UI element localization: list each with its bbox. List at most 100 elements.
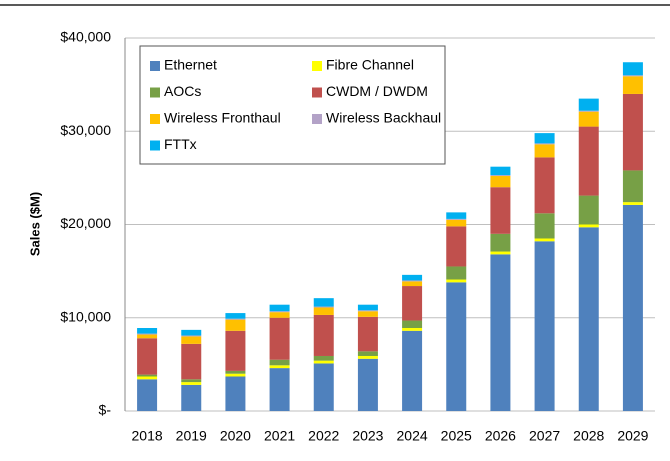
legend-label: FTTx — [164, 136, 197, 152]
bar-segment — [578, 195, 599, 225]
bar-segment — [402, 286, 423, 321]
bar-segment — [357, 355, 378, 359]
bar-segment — [313, 360, 334, 364]
bar-segment — [622, 75, 643, 77]
bar-segment — [137, 328, 158, 334]
bar-segment — [181, 329, 202, 336]
bar-segment — [578, 111, 599, 127]
bar-segment — [137, 334, 158, 339]
bar-segment — [225, 330, 246, 371]
bar-segment — [446, 266, 467, 280]
bar-segment — [269, 304, 290, 312]
bar-segment — [622, 170, 643, 203]
bar-segment — [137, 376, 158, 380]
x-tick-label: 2028 — [573, 428, 604, 444]
bar-segment — [313, 363, 334, 411]
legend-label: Fibre Channel — [326, 57, 414, 73]
bar-segment — [313, 355, 334, 361]
bar-segment — [181, 384, 202, 411]
bar-segment — [269, 365, 290, 369]
bar-segment — [490, 175, 511, 177]
x-tick-label: 2026 — [485, 428, 516, 444]
legend-swatch — [312, 87, 322, 98]
legend-label: Wireless Fronthaul — [164, 110, 281, 126]
y-axis-title: Sales ($M) — [27, 192, 42, 256]
bar-segment — [225, 318, 246, 320]
bar-segment — [269, 317, 290, 360]
x-tick-label: 2018 — [132, 428, 163, 444]
bar-segment — [181, 335, 202, 337]
bar-segment — [534, 213, 555, 239]
bar-segment — [357, 310, 378, 312]
bar-segment — [225, 373, 246, 377]
bar-segment — [225, 313, 246, 319]
bar-segment — [534, 241, 555, 411]
bar-segment — [578, 227, 599, 411]
x-tick-label: 2029 — [617, 428, 648, 444]
bar-segment — [402, 281, 423, 287]
bar-segment — [357, 358, 378, 411]
bar-segment — [446, 279, 467, 283]
bar-segment — [402, 330, 423, 411]
legend-label: Wireless Backhaul — [326, 110, 441, 126]
x-tick-label: 2019 — [176, 428, 207, 444]
x-tick-label: 2023 — [352, 428, 383, 444]
bar-segment — [490, 166, 511, 176]
bar-segment — [137, 333, 158, 335]
y-tick-label: $10,000 — [60, 308, 111, 324]
x-tick-label: 2027 — [529, 428, 560, 444]
bar-segment — [137, 374, 158, 377]
bar-segment — [446, 212, 467, 219]
bar-segment — [622, 76, 643, 94]
legend-swatch — [150, 114, 160, 124]
bar-segment — [446, 226, 467, 267]
bar-segment — [446, 218, 467, 220]
bar-segment — [402, 274, 423, 281]
bar-segment — [225, 370, 246, 374]
bar-segment — [534, 144, 555, 158]
legend-label: Ethernet — [164, 57, 217, 73]
bar-segment — [225, 376, 246, 411]
bar-segment — [578, 224, 599, 228]
bar-segment — [402, 328, 423, 331]
bar-segment — [225, 319, 246, 331]
bar-segment — [181, 382, 202, 385]
bar-segment — [490, 176, 511, 188]
bar-segment — [490, 233, 511, 252]
legend-label: CWDM / DWDM — [326, 83, 428, 99]
legend-label: AOCs — [164, 83, 201, 99]
bar-segment — [313, 307, 334, 315]
bar-segment — [269, 312, 290, 318]
x-tick-label: 2020 — [220, 428, 251, 444]
bar-segment — [622, 204, 643, 411]
legend-swatch — [150, 140, 160, 151]
bar-segment — [402, 280, 423, 282]
bar-segment — [313, 298, 334, 307]
bar-segment — [622, 62, 643, 76]
bar-segment — [534, 143, 555, 145]
x-tick-label: 2022 — [308, 428, 339, 444]
bar-segment — [269, 368, 290, 411]
bar-segment — [534, 133, 555, 144]
bar-segment — [534, 157, 555, 214]
bar-segment — [357, 316, 378, 352]
bar-segment — [357, 304, 378, 311]
y-tick-label: $40,000 — [60, 29, 111, 45]
legend-swatch — [312, 114, 322, 124]
x-tick-label: 2021 — [264, 428, 295, 444]
bar-segment — [402, 320, 423, 329]
bar-segment — [622, 93, 643, 171]
bar-segment — [181, 336, 202, 344]
bar-segment — [181, 379, 202, 383]
x-tick-label: 2024 — [397, 428, 428, 444]
bar-segment — [578, 126, 599, 196]
bar-segment — [181, 343, 202, 380]
bar-segment — [313, 306, 334, 308]
bar-segment — [357, 311, 378, 317]
y-tick-label: $- — [99, 402, 112, 418]
bar-segment — [578, 110, 599, 112]
bar-segment — [490, 187, 511, 234]
bar-segment — [490, 251, 511, 255]
legend-swatch — [312, 61, 322, 71]
y-tick-label: $30,000 — [60, 122, 111, 138]
